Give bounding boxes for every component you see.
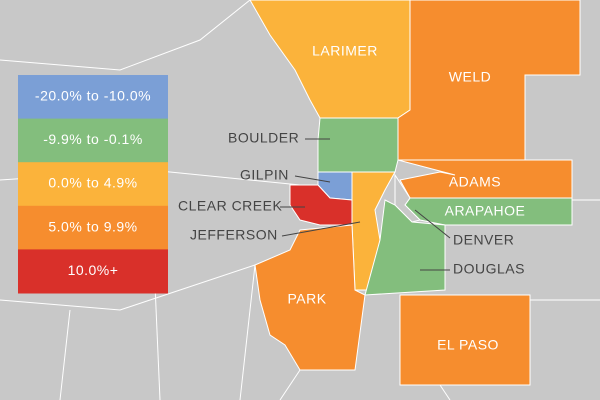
legend-swatch — [18, 249, 168, 294]
county-label: CLEAR CREEK — [178, 198, 282, 214]
legend-swatch — [18, 75, 168, 120]
leader-line — [281, 221, 361, 237]
county-label: WELD — [449, 69, 491, 85]
legend-label: 10.0%+ — [68, 262, 119, 278]
county — [317, 117, 399, 173]
legend-swatch — [18, 205, 168, 250]
leader-line — [294, 175, 331, 183]
county-label: LARIMER — [312, 43, 378, 59]
county — [364, 199, 446, 296]
labels: LARIMER WELD BOULDER GILPIN CLEAR CREEK JEFFE… — [178, 43, 525, 353]
county-label: EL PASO — [437, 337, 499, 353]
county — [399, 294, 531, 386]
county — [397, 159, 573, 199]
legend-label: -9.9% to -0.1% — [43, 131, 143, 147]
leader-line — [414, 209, 451, 239]
county-label: GILPIN — [240, 167, 289, 183]
legend-swatch — [18, 162, 168, 207]
county-label: ADAMS — [449, 174, 501, 190]
legend-label: 0.0% to 4.9% — [48, 175, 137, 191]
legend: -20.0% to -10.0% -9.9% to -0.1% 0.0% to 4.… — [18, 75, 168, 294]
legend-swatch — [18, 118, 168, 163]
county-label: DOUGLAS — [453, 261, 525, 277]
legend-label: 5.0% to 9.9% — [48, 218, 137, 234]
legend-label: -20.0% to -10.0% — [35, 88, 151, 104]
county-label: PARK — [287, 291, 326, 307]
county-label: ARAPAHOE — [445, 203, 526, 219]
counties — [249, 0, 581, 386]
county-label: BOULDER — [228, 130, 299, 146]
county-label: DENVER — [453, 232, 514, 248]
county-label: JEFFERSON — [190, 227, 278, 243]
